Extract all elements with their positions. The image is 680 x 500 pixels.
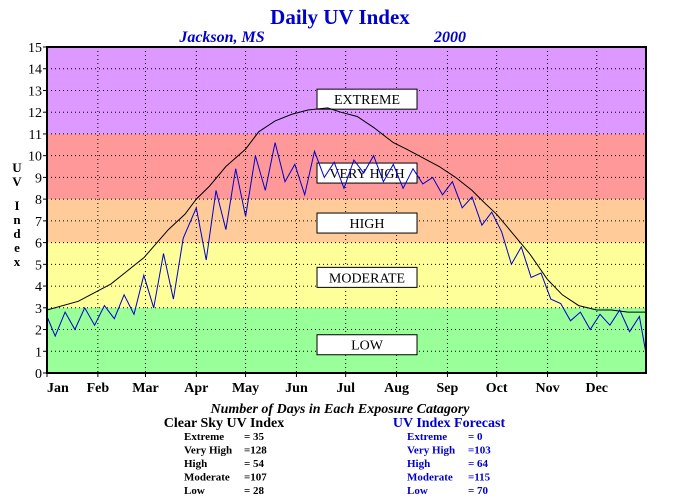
y-axis-label-char: U <box>12 160 22 175</box>
y-tick-label: 14 <box>28 63 42 78</box>
table-row-value: = 35 <box>244 431 265 443</box>
y-tick-label: 1 <box>35 345 42 360</box>
table-title-clear-sky-uv-index: Clear Sky UV Index <box>164 416 284 431</box>
band-label-low: LOW <box>351 339 384 354</box>
table-row-value: =128 <box>244 445 267 457</box>
chart-title: Daily UV Index <box>270 5 410 29</box>
y-tick-label: 9 <box>35 171 42 186</box>
table-row-value: =107 <box>244 472 267 484</box>
y-tick-label: 4 <box>35 280 42 295</box>
table-row-value: = 54 <box>244 458 265 470</box>
table-row-value: =115 <box>468 472 491 484</box>
band-label-moderate: MODERATE <box>329 271 405 286</box>
table-row-label: Very High <box>407 445 455 457</box>
x-tick-label-oct: Oct <box>486 381 508 396</box>
table-row-label: Low <box>184 485 205 497</box>
y-axis-label-char: e <box>14 240 20 255</box>
y-axis-label-char: n <box>13 212 21 227</box>
y-tick-label: 5 <box>35 258 42 273</box>
y-axis-label-char: d <box>13 226 21 241</box>
y-tick-label: 6 <box>35 237 42 252</box>
band-label-high: HIGH <box>350 217 385 232</box>
y-axis-label-char: I <box>14 198 19 213</box>
band-label-box <box>316 334 418 356</box>
table-row-value: = 70 <box>468 485 489 497</box>
band-label-box <box>316 266 418 288</box>
x-tick-label-sep: Sep <box>437 381 459 396</box>
y-tick-label: 2 <box>35 324 42 339</box>
table-row-label: Low <box>407 485 428 497</box>
table-row-label: Very High <box>184 445 232 457</box>
band-label-box <box>316 162 418 184</box>
band-label-box <box>316 88 418 110</box>
table-row-value: = 0 <box>468 431 483 443</box>
y-tick-label: 7 <box>35 215 42 230</box>
y-axis-label-char: x <box>14 254 21 269</box>
x-tick-label-jun: Jun <box>285 381 308 396</box>
x-axis-caption: Number of Days in Each Exposure Catagory <box>209 402 470 417</box>
series-line-uv-index-forecast <box>46 142 647 354</box>
x-tick-label-dec: Dec <box>585 381 608 396</box>
x-tick-label-aug: Aug <box>384 381 409 396</box>
plot-frame <box>46 46 647 374</box>
x-tick-label-nov: Nov <box>535 381 559 396</box>
table-row-value: = 28 <box>244 485 265 497</box>
chart-subtitle-location: Jackson, MS <box>178 29 264 46</box>
table-row-label: Moderate <box>184 472 230 484</box>
y-axis-label-char: V <box>12 174 22 189</box>
y-tick-label: 0 <box>35 367 42 382</box>
table-row-value: = 64 <box>468 458 489 470</box>
table-row-value: =103 <box>468 445 491 457</box>
x-tick-label-apr: Apr <box>184 381 208 396</box>
series-lines <box>46 107 647 354</box>
table-title-uv-index-forecast: UV Index Forecast <box>393 416 506 431</box>
series-line-clear-sky-uv-index <box>46 107 646 313</box>
y-tick-label: 8 <box>35 193 42 208</box>
table-row-label: High <box>407 458 430 470</box>
y-tick-label: 13 <box>28 84 42 99</box>
band-label-extreme: EXTREME <box>334 93 400 108</box>
y-tick-label: 15 <box>28 41 42 56</box>
y-tick-label: 3 <box>35 302 42 317</box>
y-tick-label: 12 <box>28 106 42 121</box>
x-tick-label-may: May <box>232 381 259 396</box>
table-row-label: Extreme <box>184 431 224 443</box>
table-row-label: Moderate <box>407 472 453 484</box>
y-tick-label: 11 <box>29 128 42 143</box>
x-tick-label-mar: Mar <box>132 381 158 396</box>
x-tick-label-jul: Jul <box>336 381 355 396</box>
table-row-label: Extreme <box>407 431 447 443</box>
y-tick-label: 10 <box>28 150 42 165</box>
table-row-label: High <box>184 458 207 470</box>
x-tick-label-feb: Feb <box>87 381 110 396</box>
x-tick-label-jan: Jan <box>47 381 69 396</box>
x-axis-ticks: Jan Feb Mar Apr May Jun Jul Aug Sep Oct Nov Dec <box>46 373 608 396</box>
chart-subtitle-year: 2000 <box>433 29 466 46</box>
band-label-box <box>316 212 418 234</box>
